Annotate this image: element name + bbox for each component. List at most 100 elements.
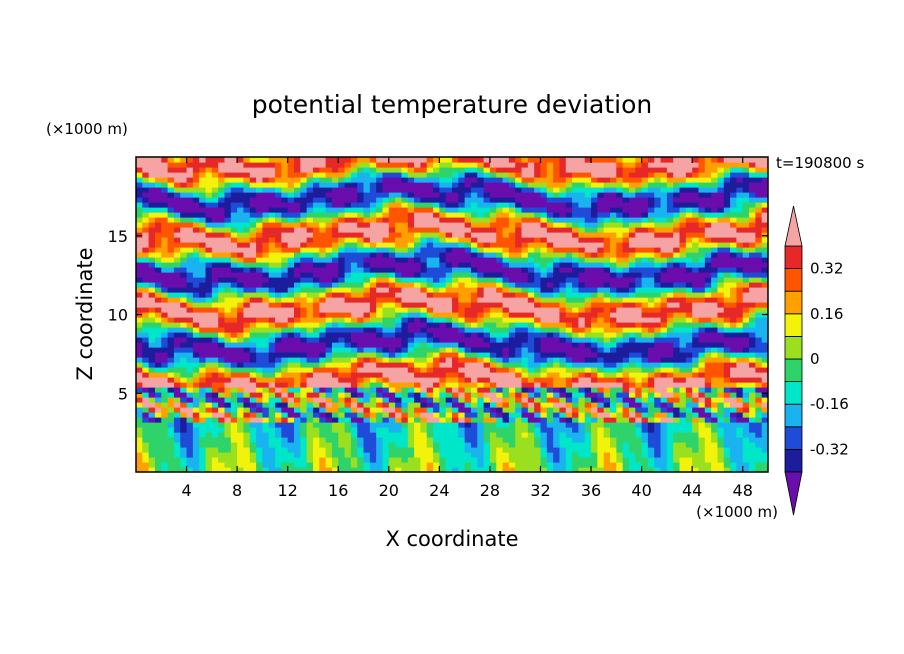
heatmap-cell (142, 352, 150, 358)
heatmap-cell (717, 367, 725, 373)
heatmap-cell (483, 287, 491, 293)
heatmap-cell (685, 427, 693, 433)
heatmap-cell (685, 337, 693, 343)
heatmap-cell (287, 302, 295, 308)
heatmap-cell (148, 247, 156, 253)
heatmap-cell (243, 227, 251, 233)
heatmap-cell (508, 342, 516, 348)
heatmap-cell (161, 302, 169, 308)
heatmap-cell (546, 262, 554, 268)
heatmap-cell (382, 357, 390, 363)
heatmap-cell (559, 252, 567, 258)
heatmap-cell (730, 407, 737, 413)
heatmap-cell (755, 437, 763, 443)
heatmap-cell (186, 397, 194, 403)
heatmap-cell (477, 362, 485, 368)
heatmap-cell (508, 267, 516, 273)
heatmap-cell (502, 422, 510, 428)
heatmap-cell (654, 337, 662, 343)
heatmap-cell (395, 247, 403, 253)
heatmap-cell (508, 262, 516, 268)
heatmap-cell (439, 422, 447, 428)
heatmap-cell (628, 442, 636, 448)
heatmap-cell (180, 387, 188, 393)
heatmap-cell (142, 332, 150, 338)
heatmap-cell (578, 362, 586, 368)
heatmap-cell (294, 352, 301, 358)
heatmap-cell (338, 422, 346, 428)
heatmap-cell (698, 402, 706, 408)
heatmap-cell (230, 382, 238, 388)
heatmap-cell (717, 222, 725, 228)
heatmap-cell (312, 302, 320, 308)
heatmap-cell (597, 432, 605, 438)
heatmap-cell (477, 387, 485, 393)
heatmap-cell (515, 377, 523, 383)
heatmap-cell (205, 272, 213, 278)
heatmap-cell (685, 432, 693, 438)
heatmap-cell (319, 397, 327, 403)
heatmap-cell (186, 242, 194, 248)
heatmap-cell (445, 422, 453, 428)
heatmap-cell (230, 242, 238, 248)
heatmap-cell (654, 452, 662, 458)
heatmap-cell (654, 287, 662, 293)
heatmap-cell (641, 322, 649, 328)
heatmap-cell (312, 247, 320, 253)
heatmap-cell (338, 272, 346, 278)
heatmap-cell (502, 242, 510, 248)
heatmap-cell (711, 302, 719, 308)
heatmap-cell (565, 462, 573, 468)
heatmap-cell (148, 397, 156, 403)
heatmap-cell (565, 362, 573, 368)
heatmap-cell (730, 457, 737, 463)
heatmap-cell (230, 262, 238, 268)
heatmap-cell (249, 442, 257, 448)
heatmap-cell (275, 287, 282, 293)
heatmap-cell (186, 422, 194, 428)
heatmap-cell (477, 467, 485, 472)
heatmap-cell (591, 412, 598, 418)
heatmap-cell (572, 382, 579, 388)
heatmap-cell (685, 242, 693, 248)
heatmap-cell (268, 332, 276, 338)
heatmap-cell (338, 347, 346, 353)
heatmap-cell (755, 462, 763, 468)
heatmap-cell (319, 282, 327, 288)
heatmap-cell (256, 252, 263, 258)
heatmap-cell (515, 322, 523, 328)
heatmap-cell (136, 342, 143, 348)
heatmap-cell (325, 287, 333, 293)
heatmap-cell (458, 452, 466, 458)
heatmap-cell (325, 337, 333, 343)
heatmap-cell (483, 397, 491, 403)
heatmap-cell (192, 292, 200, 298)
heatmap-cell (521, 447, 529, 453)
heatmap-cell (363, 242, 371, 248)
heatmap-cell (489, 447, 497, 453)
heatmap-cell (483, 422, 491, 428)
heatmap-cell (749, 382, 756, 388)
heatmap-cell (433, 422, 440, 428)
heatmap-cell (692, 362, 700, 368)
heatmap-cell (761, 427, 768, 433)
heatmap-cell (344, 247, 352, 253)
heatmap-cell (540, 287, 548, 293)
heatmap-cell (395, 302, 403, 308)
heatmap-cell (452, 307, 459, 313)
heatmap-cell (749, 402, 756, 408)
heatmap-cell (666, 252, 674, 258)
heatmap-cell (711, 237, 719, 243)
heatmap-cell (275, 247, 282, 253)
heatmap-cell (534, 252, 542, 258)
heatmap-cell (376, 322, 384, 328)
heatmap-cell (622, 407, 630, 413)
heatmap-cell (401, 307, 409, 313)
heatmap-cell (578, 387, 586, 393)
heatmap-cell (388, 467, 396, 472)
heatmap-cell (237, 442, 245, 448)
heatmap-cell (376, 372, 384, 378)
heatmap-cell (363, 237, 371, 243)
heatmap-cell (470, 272, 478, 278)
heatmap-cell (306, 307, 314, 313)
